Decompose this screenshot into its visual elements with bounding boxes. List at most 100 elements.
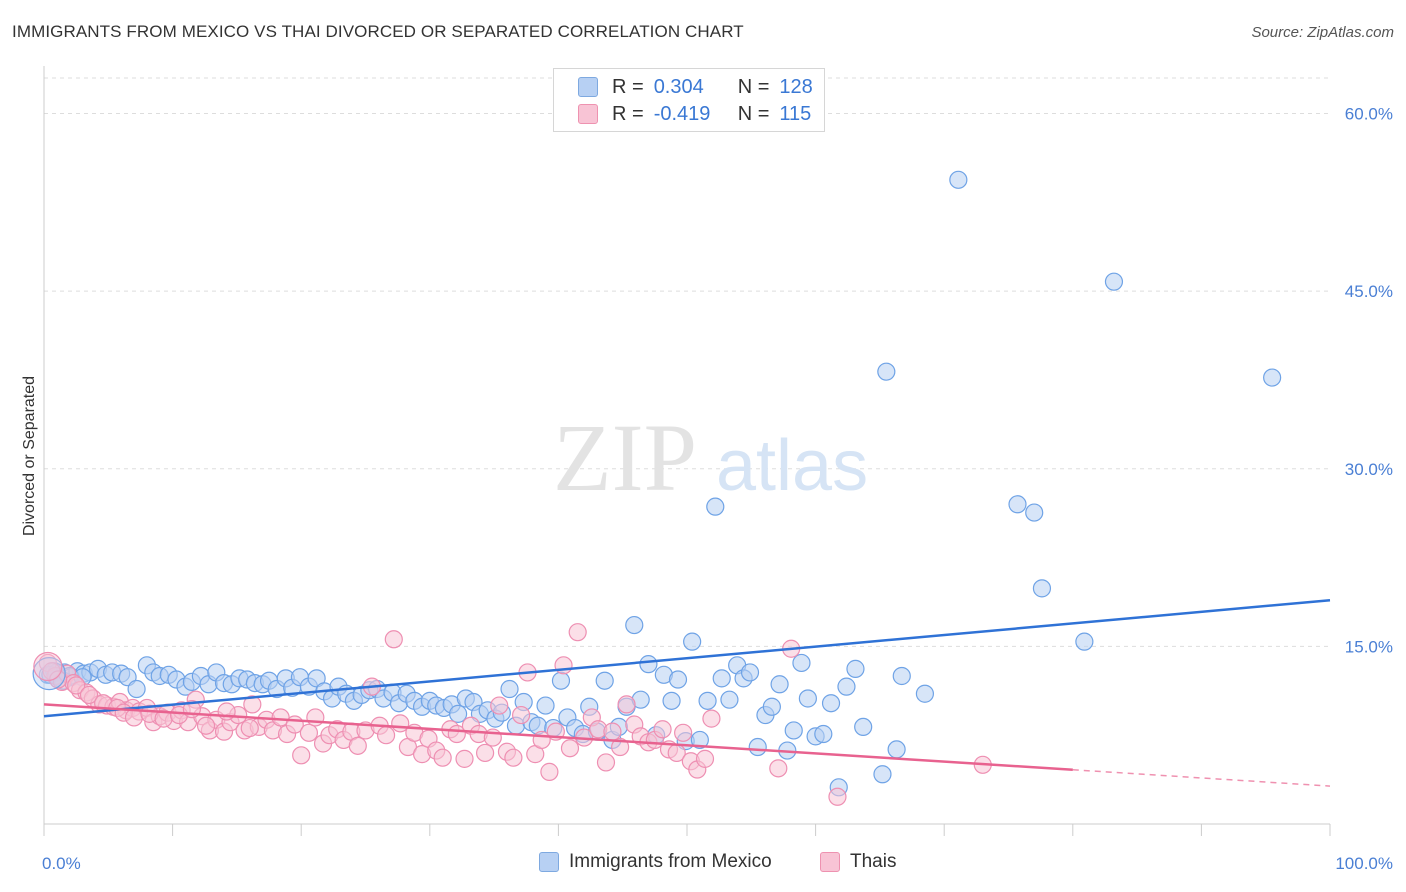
- data-point-thais: [196, 716, 216, 735]
- legend-n-label: N =: [737, 102, 770, 125]
- data-point-mexico: [748, 737, 767, 757]
- data-point-mexico: [877, 362, 896, 381]
- data-point-thais: [617, 695, 636, 714]
- data-point-mexico: [536, 696, 555, 715]
- data-point-mexico: [770, 675, 789, 694]
- x-tick-label: 100.0%: [1335, 854, 1393, 873]
- data-point-mexico: [887, 740, 906, 759]
- trend-line-mexico: [43, 598, 1331, 718]
- legend-n-label: N =: [737, 75, 770, 98]
- data-point-mexico: [846, 659, 865, 678]
- data-point-thais: [79, 685, 99, 705]
- watermark-atlas: atlas: [716, 426, 868, 506]
- data-point-mexico: [720, 690, 739, 709]
- data-point-thais: [433, 748, 452, 767]
- data-point-thais: [292, 746, 311, 765]
- data-point-mexico: [762, 697, 781, 716]
- watermark: ZIP atlas: [553, 404, 868, 511]
- legend-label-mexico: Immigrants from Mexico: [569, 851, 772, 872]
- data-point-mexico: [915, 684, 935, 703]
- data-point-mexico: [1025, 503, 1044, 522]
- watermark-zip: ZIP: [553, 404, 697, 511]
- tick-labels: 15.0% 30.0% 45.0% 60.0% 0.0% 100.0%: [42, 105, 1393, 873]
- trend-line-thais: [43, 703, 1073, 772]
- data-point-thais: [384, 630, 403, 649]
- data-point-mexico: [792, 653, 811, 673]
- data-point-thais: [490, 696, 509, 715]
- trend-line-thais-extension: [1072, 769, 1331, 787]
- data-point-mexico: [821, 694, 841, 713]
- gridlines: [44, 77, 1330, 647]
- correlation-legend: R = 0.304 N = 128 R = -0.419 N = 115: [553, 68, 825, 132]
- legend-swatch-mexico: [578, 77, 598, 97]
- data-point-thais: [540, 762, 559, 781]
- data-point-mexico: [500, 679, 519, 699]
- legend-n-value: 128: [779, 75, 813, 98]
- legend-r-value: 0.304: [653, 75, 704, 98]
- data-point-mexico: [712, 669, 731, 688]
- data-point-thais: [603, 722, 622, 741]
- data-point-mexico: [32, 657, 66, 691]
- data-point-mexico: [706, 497, 725, 516]
- data-point-mexico: [837, 677, 856, 696]
- trend-lines: [43, 598, 1331, 787]
- data-point-mexico: [814, 724, 833, 744]
- y-axis-label: Divorced or Separated: [21, 376, 38, 536]
- data-point-mexico: [1075, 632, 1094, 651]
- data-point-thais: [455, 749, 474, 768]
- y-tick-label: 45.0%: [1345, 282, 1393, 301]
- data-point-mexico: [784, 721, 803, 740]
- data-point-thais: [611, 737, 630, 757]
- data-point-thais: [554, 656, 573, 675]
- data-point-thais: [596, 753, 616, 772]
- data-point-thais: [306, 708, 325, 727]
- data-point-thais: [348, 736, 367, 755]
- data-point-thais: [674, 723, 693, 742]
- data-point-mexico: [595, 671, 614, 690]
- data-point-thais: [475, 743, 495, 763]
- legend-r-label: R =: [612, 102, 644, 125]
- y-tick-label: 15.0%: [1345, 637, 1393, 656]
- data-point-mexico: [1032, 579, 1052, 598]
- legend-swatch-mexico: [539, 852, 559, 872]
- data-point-mexico: [625, 615, 644, 635]
- data-point-mexico: [740, 663, 760, 682]
- data-point-mexico: [690, 730, 709, 750]
- legend-r-label: R =: [612, 75, 644, 98]
- data-point-thais: [695, 749, 715, 768]
- data-point-thais: [376, 726, 396, 745]
- bottom-legend-thais: Thais: [820, 851, 896, 873]
- data-point-thais: [243, 695, 262, 714]
- data-point-thais: [653, 720, 672, 739]
- source-label: Source: ZipAtlas.com: [1251, 24, 1394, 41]
- data-point-mexico: [127, 679, 146, 699]
- chart-title: IMMIGRANTS FROM MEXICO VS THAI DIVORCED …: [12, 22, 744, 41]
- data-point-mexico: [1263, 368, 1282, 387]
- data-point-thais: [568, 623, 587, 642]
- data-points: [32, 170, 1282, 806]
- x-tick-label: 0.0%: [42, 854, 81, 873]
- data-point-mexico: [683, 632, 702, 651]
- legend-n-value: 115: [779, 102, 812, 125]
- data-point-thais: [240, 718, 259, 738]
- y-tick-label: 60.0%: [1345, 105, 1393, 124]
- legend-swatch-thais: [578, 104, 598, 124]
- data-point-mexico: [949, 170, 968, 189]
- data-point-mexico: [448, 704, 468, 723]
- legend-row-mexico: R = 0.304 N = 128: [578, 74, 813, 100]
- legend-row-thais: R = -0.419 N = 115: [578, 101, 811, 127]
- data-point-mexico: [1104, 272, 1124, 291]
- data-point-mexico: [698, 691, 717, 710]
- data-point-mexico: [798, 689, 817, 708]
- legend-swatch-thais: [820, 852, 840, 872]
- data-point-thais: [67, 676, 86, 695]
- y-tick-label: 30.0%: [1345, 460, 1393, 479]
- data-point-mexico: [662, 691, 681, 710]
- data-point-mexico: [873, 765, 892, 784]
- data-point-thais: [560, 739, 580, 758]
- data-point-thais: [828, 787, 847, 806]
- data-point-thais: [769, 759, 788, 778]
- data-point-thais: [504, 748, 523, 767]
- data-point-thais: [299, 723, 319, 742]
